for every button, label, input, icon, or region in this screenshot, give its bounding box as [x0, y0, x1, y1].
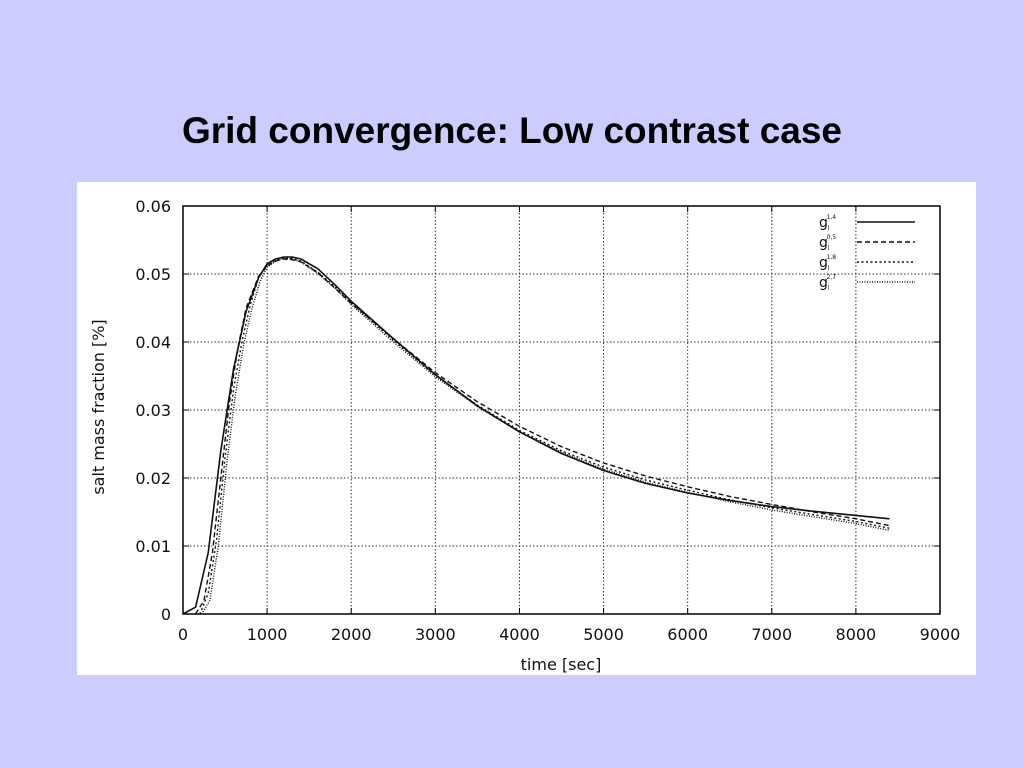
- series-line-2: [195, 258, 890, 615]
- x-tick-label: 8000: [836, 625, 877, 644]
- legend-label: gl1,4: [819, 214, 836, 232]
- y-tick-labels: 0 0.01 0.02 0.03 0.04 0.05 0.06: [135, 197, 171, 624]
- line-chart: 0 1000 2000 3000 4000 5000 6000 7000 8000 9000 00…: [89, 197, 960, 674]
- legend-entry: gl1,8: [819, 254, 915, 272]
- x-tick-label: 2000: [331, 625, 372, 644]
- legend-label: gl1,8: [819, 254, 836, 272]
- series-line-4: [200, 257, 890, 615]
- y-tick-label: 0.04: [135, 333, 171, 352]
- legend-entry: gl1,4: [819, 214, 915, 232]
- x-tick-label: 6000: [667, 625, 708, 644]
- plot-frame: [182, 205, 941, 615]
- y-tick-label: 0.01: [135, 537, 171, 556]
- x-tick-label: 4000: [499, 625, 540, 644]
- legend: gl1,4 gl0,5 gl1,8 gl2,7: [819, 214, 915, 292]
- x-tick-label: 0: [178, 625, 188, 644]
- legend-label: gl2,7: [819, 274, 836, 292]
- series-line-1: [182, 256, 890, 615]
- y-tick-label: 0.06: [135, 197, 171, 216]
- y-tick-label: 0.05: [135, 265, 171, 284]
- slide-title: Grid convergence: Low contrast case: [181, 110, 843, 151]
- x-tick-labels: 0 1000 2000 3000 4000 5000 6000 7000 8000 9000: [178, 625, 960, 644]
- x-tick-label: 9000: [920, 625, 961, 644]
- legend-label: gl0,5: [819, 234, 836, 252]
- y-tick-label: 0.03: [135, 401, 171, 420]
- x-tick-label: 7000: [751, 625, 792, 644]
- y-tick-label: 0: [161, 605, 171, 624]
- series-line-3: [199, 257, 890, 615]
- x-tick-label: 5000: [583, 625, 624, 644]
- x-tick-label: 1000: [247, 625, 288, 644]
- x-tick-label: 3000: [415, 625, 456, 644]
- y-tick-label: 0.02: [135, 469, 171, 488]
- legend-entry: gl0,5: [819, 234, 915, 252]
- legend-entry: gl2,7: [819, 274, 915, 292]
- x-axis-label: time [sec]: [521, 655, 602, 674]
- y-axis-label: salt mass fraction [%]: [89, 319, 108, 494]
- grid: [183, 206, 940, 614]
- series-lines: [182, 256, 890, 615]
